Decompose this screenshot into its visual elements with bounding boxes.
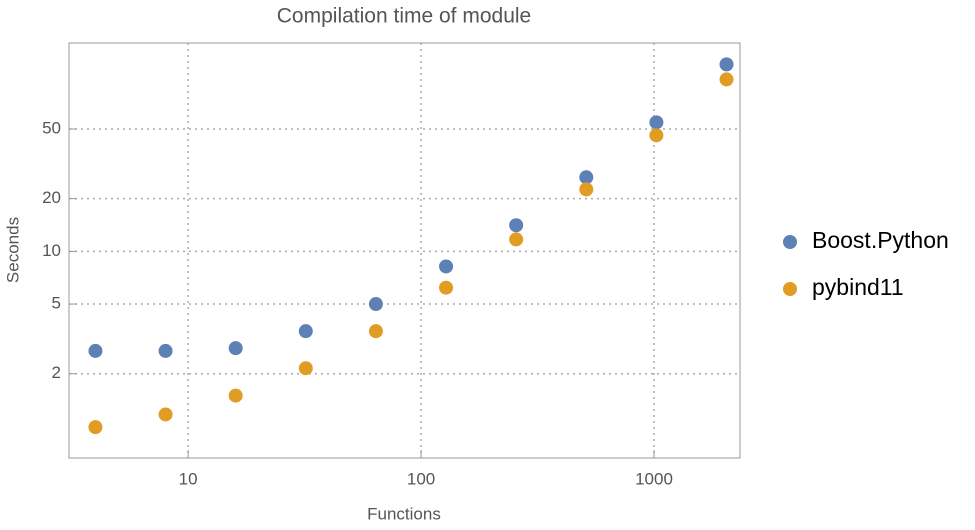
y-tick-label: 2: [52, 363, 61, 382]
point: [88, 343, 103, 358]
point: [509, 232, 524, 247]
point: [719, 57, 734, 72]
point: [368, 297, 383, 312]
point: [649, 128, 664, 143]
x-tick-label: 10: [179, 469, 198, 488]
point: [649, 115, 664, 130]
x-axis-label: Functions: [367, 504, 441, 523]
point: [509, 218, 524, 233]
point: [579, 182, 594, 197]
plot-frame: [68, 42, 741, 459]
y-tick-label: 20: [42, 188, 61, 207]
legend-label: Boost.Python: [812, 227, 949, 253]
point: [439, 259, 454, 274]
point: [439, 280, 454, 295]
point: [368, 324, 383, 339]
legend-marker: [783, 235, 797, 249]
point: [228, 388, 243, 403]
legend-marker: [783, 282, 797, 296]
y-tick-label: 5: [52, 294, 61, 313]
point: [228, 341, 243, 356]
chart-title: Compilation time of module: [277, 5, 531, 28]
x-tick-label: 100: [407, 469, 435, 488]
point: [719, 72, 734, 87]
y-axis-label: Seconds: [3, 217, 22, 283]
point: [158, 407, 173, 422]
point: [88, 420, 103, 435]
x-tick-label: 1000: [635, 469, 673, 488]
legend-label: pybind11: [812, 274, 904, 300]
point: [298, 324, 313, 339]
y-tick-label: 50: [42, 118, 61, 137]
y-tick-label: 10: [42, 241, 61, 260]
point: [298, 361, 313, 376]
point: [158, 343, 173, 358]
point: [579, 170, 594, 185]
